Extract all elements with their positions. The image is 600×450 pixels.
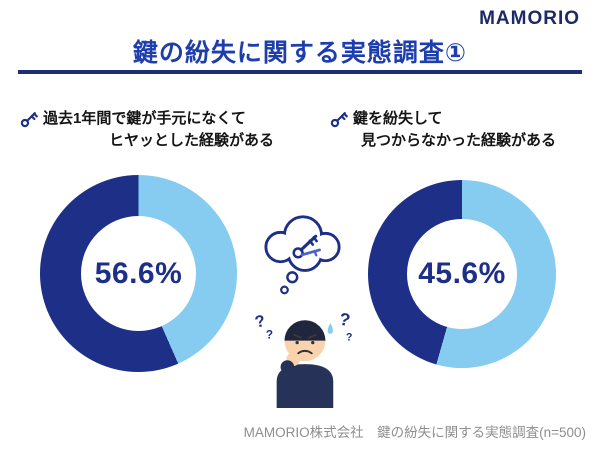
bubble-trail-large (286, 271, 299, 284)
person-sleeve (280, 360, 295, 374)
keys-icon (292, 234, 321, 259)
key-icon (20, 110, 38, 135)
question-mark: ? (346, 332, 353, 344)
right-question-line2: 見つからなかった経験がある (361, 131, 557, 149)
person (276, 320, 334, 408)
question-mark: ? (338, 309, 352, 331)
left-question-line2: ヒヤッとした経験がある (109, 131, 275, 149)
key-icon (330, 110, 348, 135)
left-donut-hole: 56.6% (81, 216, 196, 331)
left-donut-percent: 56.6% (94, 256, 183, 290)
title-underline (18, 70, 582, 74)
right-donut-chart: 45.6% (368, 180, 556, 368)
person-body (276, 364, 334, 408)
question-mark: ? (266, 329, 273, 342)
question-mark: ? (253, 311, 267, 332)
left-question-line1: 過去1年間で鍵が手元になくて (43, 110, 246, 127)
person-hair (284, 320, 326, 341)
page-title: 鍵の紛失に関する実態調査① (132, 39, 468, 67)
right-donut-percent: 45.6% (418, 257, 506, 290)
thinking-person-illustration: ? ? ? ? (248, 208, 358, 408)
sweat-drop (327, 323, 333, 334)
right-question-line1: 鍵を紛失して (353, 110, 443, 127)
bubble-trail-small (280, 285, 289, 295)
footer-source: MAMORIO株式会社 鍵の紛失に関する実態調査(n=500) (243, 425, 586, 440)
mamorio-logo: MAMORIO (479, 8, 580, 29)
right-question-label: 鍵を紛失して 見つからなかった経験がある (330, 108, 556, 152)
left-question-label: 過去1年間で鍵が手元になくて ヒヤッとした経験がある (20, 108, 274, 152)
left-donut-chart: 56.6% (40, 175, 237, 372)
person-mouth (297, 349, 313, 355)
right-donut-hole: 45.6% (407, 219, 517, 329)
